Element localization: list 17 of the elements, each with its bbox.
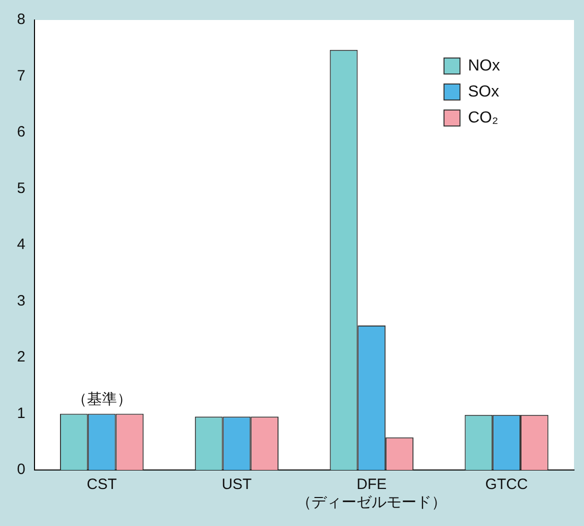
y-tick-label: 0 <box>17 461 26 478</box>
x-tick-label: GTCC <box>485 476 528 494</box>
x-tick-label: CST <box>86 476 117 494</box>
annotation: （基準） <box>72 390 132 408</box>
x-tick-label: UST <box>222 476 252 494</box>
y-tick-label: 2 <box>17 348 26 366</box>
legend-label: CO₂ <box>468 109 498 126</box>
y-tick-label: 6 <box>17 124 26 141</box>
x-tick-label: DFE （ディーゼルモード） <box>296 476 447 512</box>
y-tick-label: 3 <box>17 292 26 310</box>
y-tick-label: 4 <box>17 236 26 254</box>
y-tick-label: 8 <box>17 11 26 28</box>
legend-label: SOx <box>468 83 500 100</box>
y-tick-label: 7 <box>17 67 26 84</box>
y-tick-label: 1 <box>17 404 26 422</box>
y-tick-label: 5 <box>17 180 26 197</box>
legend-label: NOx <box>468 57 500 74</box>
